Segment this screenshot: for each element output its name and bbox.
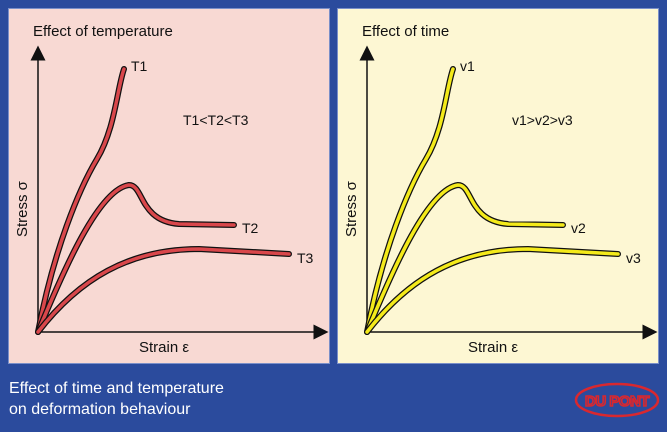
panel-title: Effect of temperature: [33, 23, 173, 40]
curve-2-label: v2: [571, 220, 586, 236]
stress-strain-diagram: v1 v2 v3 v1>v2>v3 Strain ε Stress σ: [343, 45, 658, 356]
caption-line-2: on deformation behaviour: [9, 401, 191, 418]
logo-oval: [574, 382, 660, 418]
curve-1-label: v1: [460, 58, 475, 74]
order-annotation: T1<T2<T3: [183, 112, 249, 128]
curve-1: [35, 66, 127, 335]
curve-1-label: T1: [131, 58, 148, 74]
y-axis-label: Stress σ: [14, 180, 31, 237]
curve-1: [364, 66, 456, 335]
stress-strain-diagram: T1 T2 T3 T1<T2<T3 Strain ε Stress σ: [14, 45, 329, 356]
x-axis-label: Strain ε: [468, 339, 518, 356]
panel-title: Effect of time: [362, 23, 450, 40]
y-axis-label: Stress σ: [343, 180, 360, 237]
panel-time: Effect of time v1 v2 v3 v1>v2>v3 Strain …: [337, 8, 659, 364]
curve-3: [364, 245, 621, 335]
curve-2: [35, 181, 237, 335]
order-annotation: v1>v2>v3: [512, 112, 573, 128]
caption-line-1: Effect of time and temperature: [9, 380, 224, 397]
figure-caption: Effect of time and temperature on deform…: [9, 378, 224, 420]
curve-2-label: T2: [242, 220, 259, 236]
curve-3: [35, 245, 292, 335]
curve-3-label: T3: [297, 250, 314, 266]
curve-3-label: v3: [626, 250, 641, 266]
curve-2: [364, 181, 566, 335]
dupont-logo: DU PONT: [574, 382, 660, 418]
logo-text: DU PONT: [585, 393, 649, 410]
x-axis-label: Strain ε: [139, 339, 189, 356]
panel-temperature: Effect of temperature T1 T2 T3 T1<T2<T3 …: [8, 8, 330, 364]
